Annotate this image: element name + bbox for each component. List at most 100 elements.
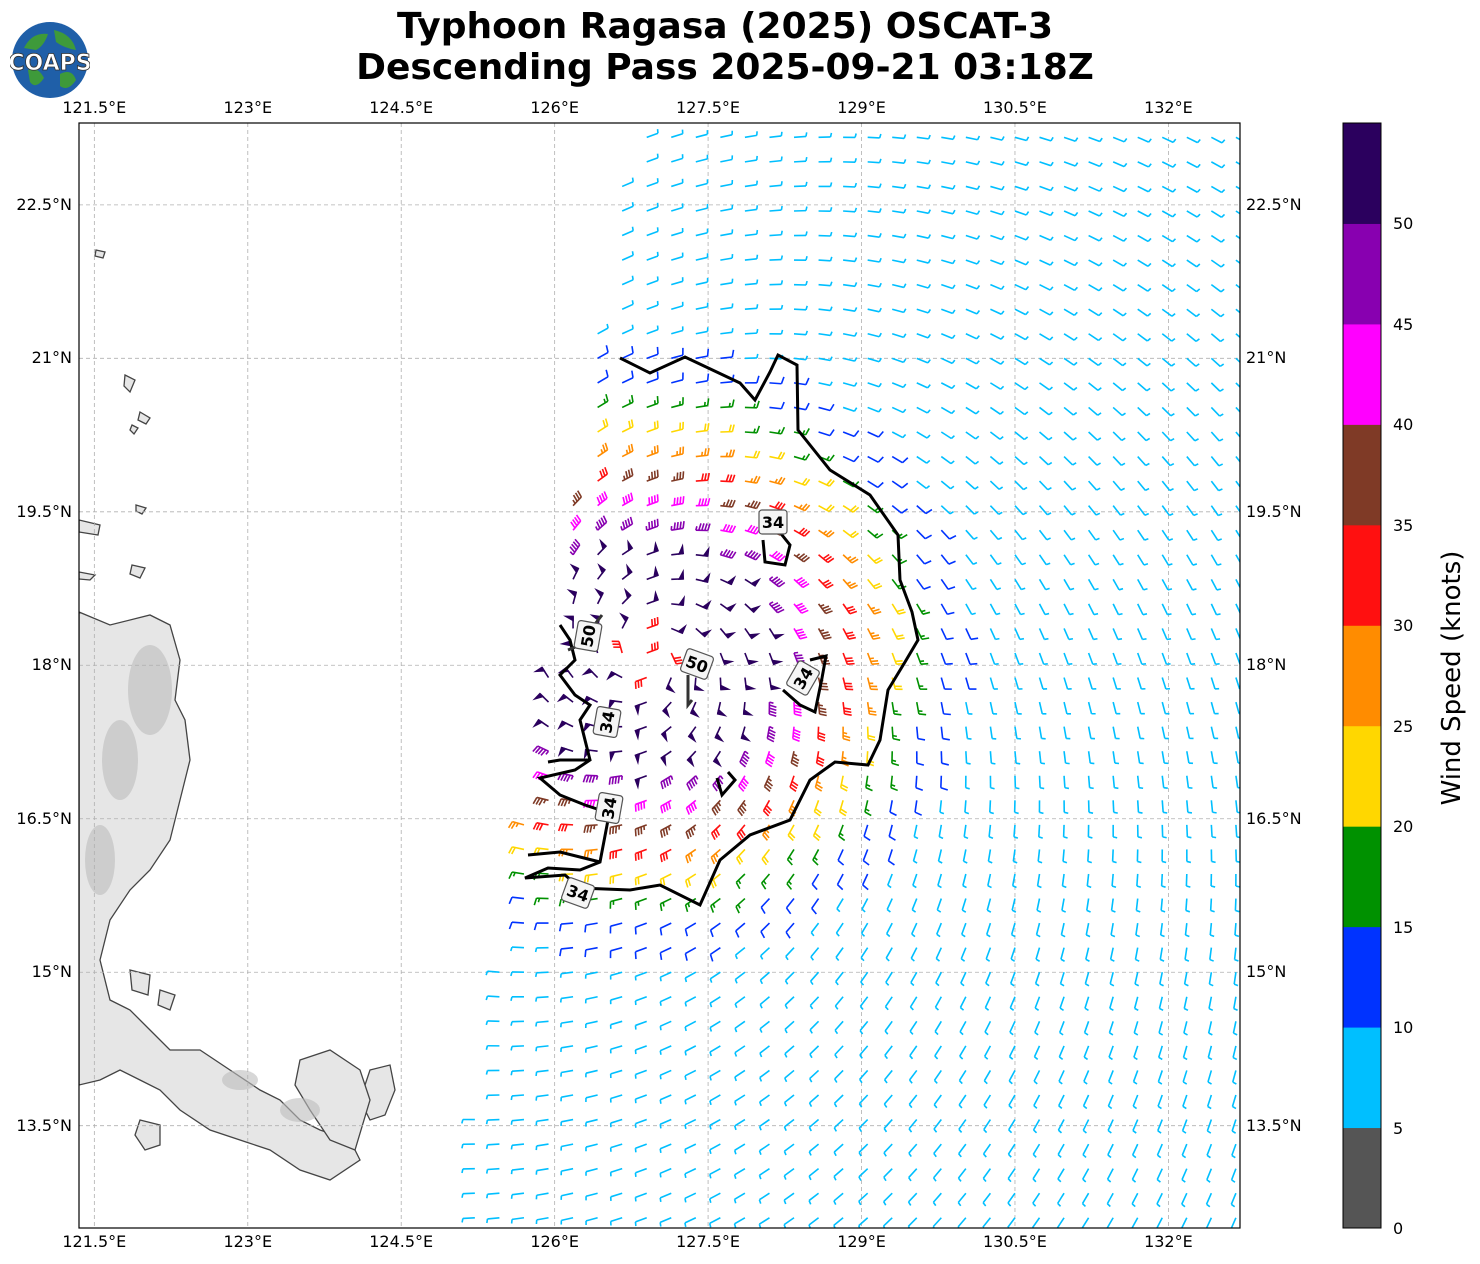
wind-barb — [710, 897, 721, 913]
wind-barb — [1014, 505, 1028, 516]
wind-barb — [866, 677, 878, 691]
wind-barb — [1235, 185, 1240, 190]
wind-barb — [507, 820, 525, 830]
wind-barb — [962, 873, 967, 889]
wind-barb — [1058, 1021, 1065, 1036]
wind-barb — [560, 1094, 574, 1102]
wind-barb — [1160, 873, 1166, 888]
wind-barb — [1032, 1168, 1041, 1183]
wind-barb — [835, 922, 844, 937]
wind-barb — [1014, 726, 1022, 740]
contour-label-text: 34 — [762, 513, 784, 532]
colorbar-segment — [1343, 223, 1381, 325]
wind-barb — [1014, 161, 1030, 167]
wind-barb — [1210, 677, 1220, 690]
wind-barb — [609, 897, 623, 909]
wind-barb — [785, 947, 795, 961]
wind-barb — [1235, 751, 1240, 764]
wind-barb — [987, 849, 993, 864]
wind-barb — [908, 1094, 918, 1109]
wind-barb — [884, 1045, 893, 1060]
wind-barb — [510, 1143, 525, 1150]
wind-barb — [766, 725, 776, 743]
wind-barb — [867, 455, 884, 463]
wind-barb — [758, 1143, 770, 1155]
wind-barb — [768, 628, 785, 640]
wind-barb — [958, 1070, 967, 1085]
wind-barb — [733, 1143, 746, 1155]
wind-barb — [1181, 1192, 1188, 1208]
wind-barb — [769, 451, 786, 460]
wind-barb — [621, 492, 634, 507]
wind-barb — [684, 1094, 697, 1105]
wind-barb — [1014, 283, 1030, 291]
wind-barb — [560, 1167, 574, 1176]
wind-barb — [1058, 1045, 1065, 1061]
wind-barb — [988, 824, 994, 839]
wind-barb — [1110, 922, 1116, 938]
wind-barb — [818, 381, 833, 387]
wind-barb — [908, 1143, 918, 1157]
wind-barb — [686, 775, 699, 791]
wind-barb — [734, 1045, 746, 1057]
wind-barb — [1063, 652, 1073, 666]
wind-barb — [932, 1192, 942, 1207]
wind-barb — [818, 478, 835, 487]
wind-barb — [818, 256, 833, 262]
wind-barb — [842, 603, 858, 615]
wind-barb — [1134, 947, 1140, 962]
wind-barb — [1062, 849, 1068, 864]
wind-barb — [812, 824, 821, 842]
wind-barb — [941, 259, 956, 265]
wind-barb — [1137, 136, 1152, 143]
wind-barb — [833, 1192, 844, 1205]
wind-barb — [811, 873, 820, 891]
wind-barb — [1038, 628, 1049, 641]
wind-barb — [1087, 554, 1100, 566]
wind-barb — [1013, 824, 1019, 839]
wind-barb — [939, 800, 945, 815]
wind-barb — [1235, 210, 1240, 215]
wind-barb — [891, 505, 908, 514]
wind-barb — [1032, 1119, 1041, 1134]
landmass — [94, 249, 106, 259]
wind-barb — [485, 1094, 500, 1100]
wind-barb — [1181, 1168, 1188, 1183]
wind-barb — [560, 1216, 574, 1225]
wind-barb — [1231, 1119, 1237, 1134]
wind-barb — [891, 382, 907, 389]
wind-barb — [936, 922, 943, 938]
wind-barb — [867, 307, 882, 313]
wind-barb — [1063, 136, 1079, 142]
wind-barb — [744, 652, 759, 666]
wind-barb — [1038, 505, 1052, 516]
wind-barb — [933, 1143, 942, 1158]
wind-barb — [608, 699, 623, 711]
wind-barb — [1230, 1192, 1237, 1208]
wind-barb — [769, 329, 784, 335]
wind-barb — [744, 328, 759, 335]
wind-barb — [1107, 1119, 1114, 1134]
wind-barb — [762, 799, 773, 817]
wind-barb — [684, 922, 697, 937]
terrain-shade — [128, 645, 172, 735]
wind-barb — [793, 477, 811, 486]
wind-barb — [1235, 603, 1240, 615]
wind-barb — [581, 667, 599, 679]
wind-barb — [533, 897, 549, 906]
wind-barb — [1161, 849, 1167, 864]
wind-barb — [1136, 873, 1142, 888]
wind-barb — [1087, 652, 1097, 666]
wind-barb — [1087, 751, 1095, 765]
wind-barb — [1206, 1143, 1213, 1159]
wind-barb — [744, 155, 758, 163]
wind-barb — [867, 382, 882, 388]
wind-barb — [936, 898, 943, 913]
wind-barb — [759, 996, 770, 1009]
wind-barb — [1032, 1143, 1041, 1158]
wind-barb — [485, 995, 500, 1001]
wind-barb — [1107, 1143, 1114, 1159]
wind-barb — [695, 523, 711, 532]
wind-barb — [907, 1217, 918, 1228]
wind-barb — [662, 701, 672, 719]
